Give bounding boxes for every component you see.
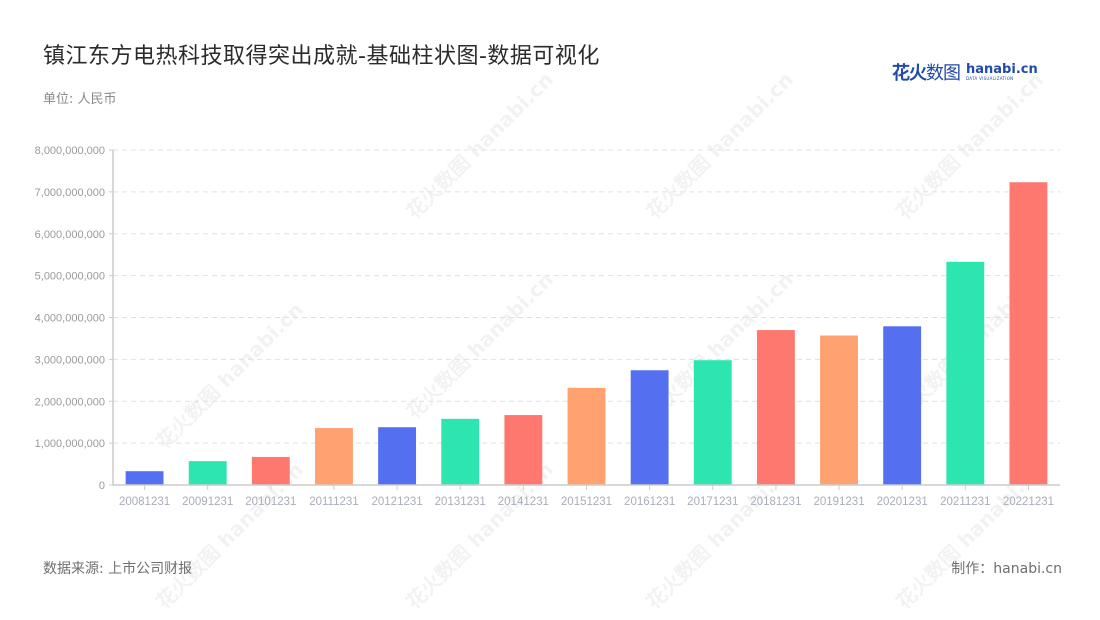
bar-20181231[interactable] [756,330,795,485]
bar-20131231[interactable] [441,418,480,485]
bar-20111231[interactable] [315,428,353,485]
chart-title: 镇江东方电热科技取得突出成就-基础柱状图-数据可视化 [43,44,600,69]
y-axis: 0 1,000,000,000 2,000,000,000 3,000,000,000… [35,145,114,492]
x-tick-label: 20111231 [309,496,358,508]
x-tick-label: 20091231 [182,496,233,508]
gridlines [113,149,1060,444]
logo-en: hanabi.cn DATA VISUALIZATION [966,63,1038,81]
y-tick-label: 5,000,000,000 [35,271,105,283]
y-tick-label: 1,000,000,000 [35,438,105,450]
y-tick-label: 7,000,000,000 [35,187,105,199]
x-tick-label: 20121231 [372,496,423,508]
x-tick-label: 20211231 [940,496,990,508]
logo-en-sub: DATA VISUALIZATION [966,76,1014,81]
x-tick-label: 20161231 [624,496,675,508]
x-tick-label: 20221231 [1003,496,1054,508]
bar-20201231[interactable] [883,326,922,485]
logo-cn-bold: 花火 [892,63,927,84]
data-source: 数据来源: 上市公司财报 [43,561,193,577]
x-tick-label: 20181231 [750,496,801,508]
bar-20161231[interactable] [630,370,669,485]
bar-20121231[interactable] [378,427,417,485]
y-tick-label: 0 [99,480,105,492]
y-tick-label: 2,000,000,000 [35,396,105,408]
bar-20171231[interactable] [693,360,732,485]
bar-20091231[interactable] [188,461,227,485]
y-tick-label: 8,000,000,000 [35,145,105,157]
x-tick-label: 20201231 [877,496,928,508]
bar-20141231[interactable] [504,415,543,485]
x-tick-label: 20191231 [813,496,864,508]
x-tick-label: 20151231 [561,496,612,508]
x-tick-label: 20171231 [687,496,738,508]
bar-20211231[interactable] [946,261,985,485]
y-tick-label: 6,000,000,000 [35,229,105,241]
bar-20081231[interactable] [125,471,164,485]
credit-link[interactable]: 制作：hanabi.cn [951,561,1062,577]
bars [125,182,1048,485]
bar-20221231[interactable] [1009,182,1048,485]
x-tick-label: 20141231 [498,496,549,508]
unit-label: 单位: 人民币 [43,92,117,107]
bar-20191231[interactable] [820,335,858,485]
bar-20101231[interactable] [251,456,290,485]
logo-en-main: hanabi.cn [966,62,1038,77]
x-axis: 20081231 20091231 20101231 20111231 20121231… [113,484,1060,508]
logo-cn: 花火数图 [892,59,961,85]
hanabi-logo: 花火数图 hanabi.cn DATA VISUALIZATION [892,60,1038,84]
x-tick-label: 20101231 [245,496,296,508]
logo-cn-thin: 数图 [926,63,961,84]
bar-20151231[interactable] [567,387,606,485]
x-tick-label: 20131231 [435,496,486,508]
y-tick-label: 3,000,000,000 [35,354,105,366]
y-tick-label: 4,000,000,000 [35,313,105,325]
x-tick-label: 20081231 [119,496,170,508]
